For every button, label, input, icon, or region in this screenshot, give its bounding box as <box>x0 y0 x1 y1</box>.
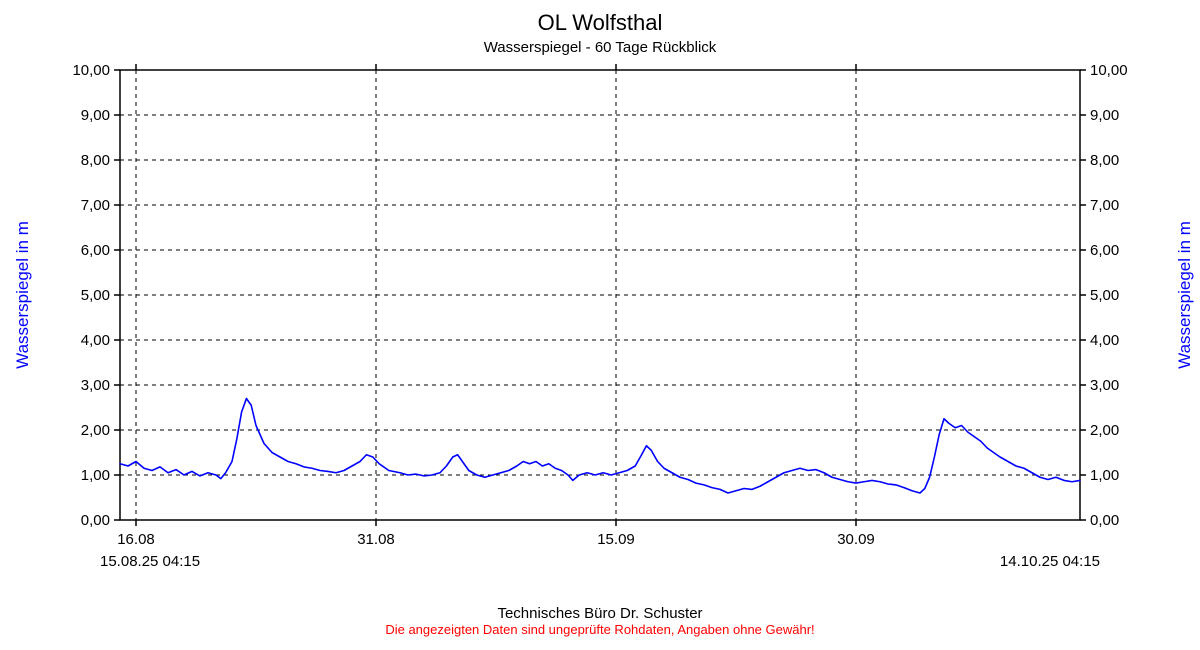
y-axis-label-left: Wasserspiegel in m <box>13 221 32 369</box>
y-tick-label: 8,00 <box>1090 152 1119 169</box>
y-tick-label: 1,00 <box>81 467 110 484</box>
chart-subtitle: Wasserspiegel - 60 Tage Rückblick <box>484 39 717 56</box>
y-tick-label: 8,00 <box>81 152 110 169</box>
y-tick-label: 3,00 <box>81 377 110 394</box>
y-tick-label: 2,00 <box>81 422 110 439</box>
y-tick-label: 4,00 <box>1090 332 1119 349</box>
y-tick-label: 5,00 <box>1090 287 1119 304</box>
y-ticks-left: 0,00 1,00 2,00 3,00 4,00 5,00 6,00 7,00 8,00 9,00… <box>72 62 110 529</box>
y-tick-label: 1,00 <box>1090 467 1119 484</box>
chart-grid <box>114 64 1086 526</box>
y-tick-label: 0,00 <box>1090 512 1119 529</box>
footer-warning: Die angezeigten Daten sind ungeprüfte Ro… <box>385 622 814 637</box>
y-tick-label: 7,00 <box>81 197 110 214</box>
y-tick-label: 7,00 <box>1090 197 1119 214</box>
x-tick-label: 30.09 <box>837 531 875 548</box>
y-tick-label: 9,00 <box>81 107 110 124</box>
y-tick-label: 6,00 <box>1090 242 1119 259</box>
water-level-chart: OL Wolfsthal Wasserspiegel - 60 Tage Rüc… <box>0 0 1200 650</box>
x-tick-label: 16.08 <box>117 531 155 548</box>
y-tick-label: 0,00 <box>81 512 110 529</box>
y-tick-label: 10,00 <box>72 62 110 79</box>
chart-title: OL Wolfsthal <box>538 10 663 35</box>
x-tick-label: 31.08 <box>357 531 395 548</box>
y-tick-label: 2,00 <box>1090 422 1119 439</box>
x-range-end: 14.10.25 04:15 <box>1000 553 1100 570</box>
y-tick-label: 5,00 <box>81 287 110 304</box>
y-tick-label: 9,00 <box>1090 107 1119 124</box>
y-tick-label: 4,00 <box>81 332 110 349</box>
x-ticks: 16.08 31.08 15.09 30.09 <box>117 531 875 548</box>
chart-container: OL Wolfsthal Wasserspiegel - 60 Tage Rüc… <box>0 0 1200 650</box>
y-tick-label: 6,00 <box>81 242 110 259</box>
x-range-start: 15.08.25 04:15 <box>100 553 200 570</box>
x-tick-label: 15.09 <box>597 531 635 548</box>
y-tick-label: 10,00 <box>1090 62 1128 79</box>
y-ticks-right: 0,00 1,00 2,00 3,00 4,00 5,00 6,00 7,00 8,00 9,00… <box>1090 62 1128 529</box>
y-tick-label: 3,00 <box>1090 377 1119 394</box>
footer-credit: Technisches Büro Dr. Schuster <box>497 605 702 622</box>
y-axis-label-right: Wasserspiegel in m <box>1175 221 1194 369</box>
water-level-series <box>120 399 1080 494</box>
